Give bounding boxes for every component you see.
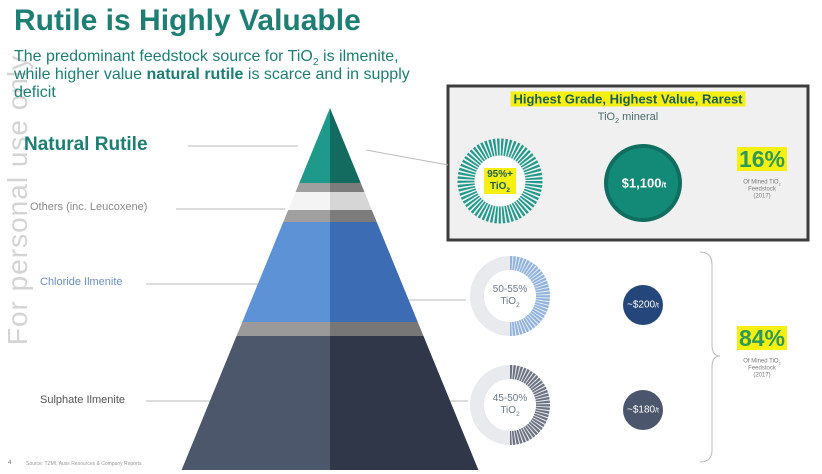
price-circle (604, 144, 682, 222)
pyramid-face (299, 108, 330, 183)
text: (2017) (753, 193, 771, 200)
pyramid-face (236, 322, 330, 336)
price: $1,100/t (622, 176, 667, 191)
grade: 95%+ TiO2 (484, 168, 516, 194)
pyramid-face (330, 108, 361, 183)
donut-chloride (470, 256, 550, 336)
pyramid-face (330, 210, 377, 222)
box-heading: Highest Grade, Highest Value, Rarest (510, 91, 746, 107)
unit: /t (655, 407, 659, 415)
tier-label: Sulphate Ilmenite (40, 394, 125, 406)
subscript: 2 (506, 187, 511, 194)
leader-lines (146, 145, 721, 463)
text: $1,100 (621, 175, 662, 191)
text: TiO (597, 111, 616, 123)
pyramid-face (330, 336, 479, 470)
text: 45-50% (492, 393, 528, 404)
text: mineral (619, 111, 659, 123)
share: 84% (736, 325, 788, 351)
pyramid-face (295, 183, 330, 192)
grade: 45-50% TiO2 (492, 393, 528, 418)
text: Of Mined TiO (743, 358, 779, 365)
text: Feedstock (748, 365, 776, 372)
subscript: 2 (516, 302, 520, 309)
pyramid (181, 108, 479, 470)
text: TiO (500, 296, 517, 307)
text: TiO (500, 405, 517, 416)
bold-text: natural rutile (146, 66, 244, 83)
pyramid-face (242, 222, 330, 322)
share-note: Of Mined TiO2 Feedstock (2017) (732, 180, 792, 201)
text: (2017) (753, 372, 771, 379)
pyramid-face (181, 336, 330, 470)
subscript: 2 (615, 117, 620, 126)
text: Feedstock (748, 186, 776, 193)
text: ~$200 (627, 299, 656, 311)
subtitle: The predominant feedstock source for TiO… (14, 48, 419, 102)
tier-label: Chloride Ilmenite (40, 276, 123, 288)
text: TiO (489, 181, 507, 192)
box-subheading: TiO2 mineral (597, 111, 659, 126)
pyramid-face (330, 322, 424, 336)
unit: /t (655, 302, 659, 310)
tier-label: Natural Rutile (24, 134, 148, 155)
text: ~$180 (627, 404, 656, 416)
text: is ilmenite, while higher value (14, 48, 399, 83)
pyramid-face (330, 222, 418, 322)
subscript: 2 (778, 181, 781, 187)
page-number: 4 (8, 460, 12, 466)
pyramid-face (283, 210, 330, 222)
subscript: 2 (778, 360, 781, 366)
price-circle (623, 285, 663, 325)
price-circle (623, 390, 663, 430)
grade: 50-55% TiO2 (492, 284, 528, 309)
tier-label: Others (inc. Leucoxene) (30, 201, 148, 213)
price: ~$200/t (627, 300, 659, 311)
share-note: Of Mined TiO2 Feedstock (2017) (732, 359, 792, 380)
text: 50-55% (492, 284, 528, 295)
text: Of Mined TiO (743, 179, 779, 186)
source: Source: TZMI, Auss Resources & Company R… (26, 461, 142, 467)
subscript: 2 (312, 57, 319, 69)
unit: /t (661, 180, 667, 190)
price: ~$180/t (627, 405, 659, 416)
pyramid-face (330, 192, 372, 210)
title: Rutile is Highly Valuable (14, 4, 361, 37)
subscript: 2 (516, 411, 520, 418)
text: 95%+ (487, 169, 513, 180)
text: The predominant feedstock source for TiO (14, 48, 313, 65)
pyramid-face (330, 183, 365, 192)
share: 16% (736, 146, 788, 172)
pyramid-face (288, 192, 330, 210)
text: is scarce and in supply deficit (14, 66, 410, 101)
donut-sulphate (470, 365, 550, 445)
